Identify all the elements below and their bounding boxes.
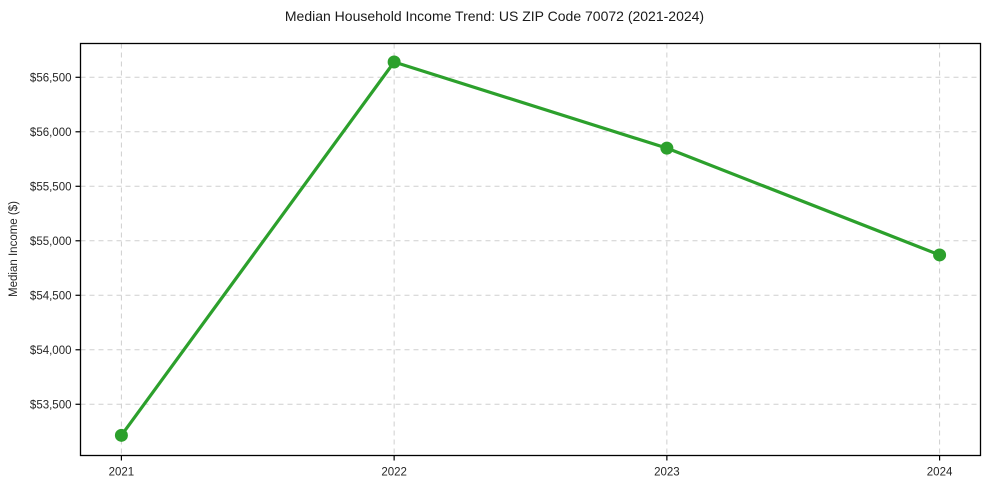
chart-title: Median Household Income Trend: US ZIP Co… [284,8,705,24]
x-tick-label: 2022 [381,467,407,479]
y-tick-label: $56,500 [30,72,72,84]
trend-line [119,60,942,437]
data-point [660,141,674,155]
x-tick-label: 2024 [927,467,953,479]
y-tick-label: $53,500 [30,399,72,411]
y-tick-label: $54,500 [30,290,72,302]
x-tick-label: 2021 [109,467,135,479]
y-tick-label: $56,000 [30,127,72,139]
axes-box [79,42,982,457]
x-tick-label: 2023 [654,467,680,479]
y-tick-label: $55,000 [30,236,72,248]
y-tick-label: $54,000 [30,345,72,357]
y-tick-label: $55,500 [30,181,72,193]
data-point [387,55,401,69]
data-point [114,428,128,442]
data-point [933,248,947,262]
